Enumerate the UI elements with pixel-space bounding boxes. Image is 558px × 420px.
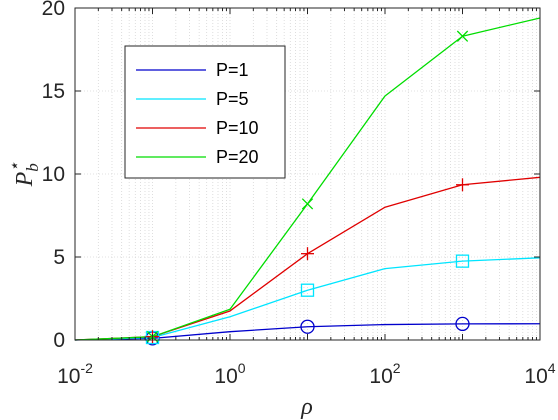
x-tick-label-exp: 0 (238, 360, 246, 376)
legend-label: P=10 (216, 118, 259, 138)
legend-item: P=1 (136, 60, 249, 80)
y-axis-label-main: P (12, 171, 38, 187)
x-tick-label-base: 10 (524, 365, 547, 388)
legend-item: P=10 (136, 118, 259, 138)
marker-circle (300, 319, 315, 334)
ticks (75, 7, 540, 341)
marker-square (300, 283, 315, 297)
x-tick-label: 104 (524, 360, 555, 388)
x-tick-labels: 10-2 100 102 104 (57, 360, 556, 388)
x-tick-label-exp: 2 (393, 360, 401, 376)
y-axis-label-sup: ⋆ (5, 161, 24, 172)
marker-x (456, 30, 469, 42)
svg-text:Pb⋆: Pb⋆ (5, 161, 42, 187)
x-tick-label-exp: 4 (548, 360, 556, 376)
marker-plus (456, 178, 469, 192)
x-tick-label-base: 10 (57, 365, 80, 388)
y-tick-label: 15 (42, 80, 65, 103)
y-tick-label: 0 (53, 329, 65, 352)
grid (75, 8, 540, 340)
x-tick-label: 100 (214, 360, 245, 388)
legend: P=1 P=5 P=10 P=20 (124, 45, 286, 179)
x-tick-label-base: 10 (214, 365, 237, 388)
legend-label: P=5 (216, 89, 249, 109)
y-axis-label-sub: b (23, 163, 42, 172)
y-axis-label: Pb⋆ (5, 161, 42, 187)
legend-item: P=5 (136, 89, 249, 109)
y-tick-label: 20 (42, 0, 65, 20)
y-tick-label: 5 (53, 246, 65, 269)
x-tick-label-base: 10 (369, 365, 392, 388)
x-tick-label: 10-2 (57, 360, 93, 388)
y-tick-labels: 0 5 10 15 20 (42, 0, 65, 352)
legend-box (124, 45, 286, 179)
marker-plus (301, 247, 314, 261)
marker-x (301, 198, 314, 210)
x-tick-label: 102 (369, 360, 400, 388)
legend-item: P=20 (136, 147, 259, 167)
legend-label: P=1 (216, 60, 249, 80)
marker-circle (455, 316, 470, 332)
y-tick-label: 10 (42, 163, 65, 186)
legend-label: P=20 (216, 147, 259, 167)
marker-square (455, 254, 470, 268)
x-axis-label: ρ (300, 394, 313, 420)
x-tick-label-exp: -2 (80, 360, 93, 376)
